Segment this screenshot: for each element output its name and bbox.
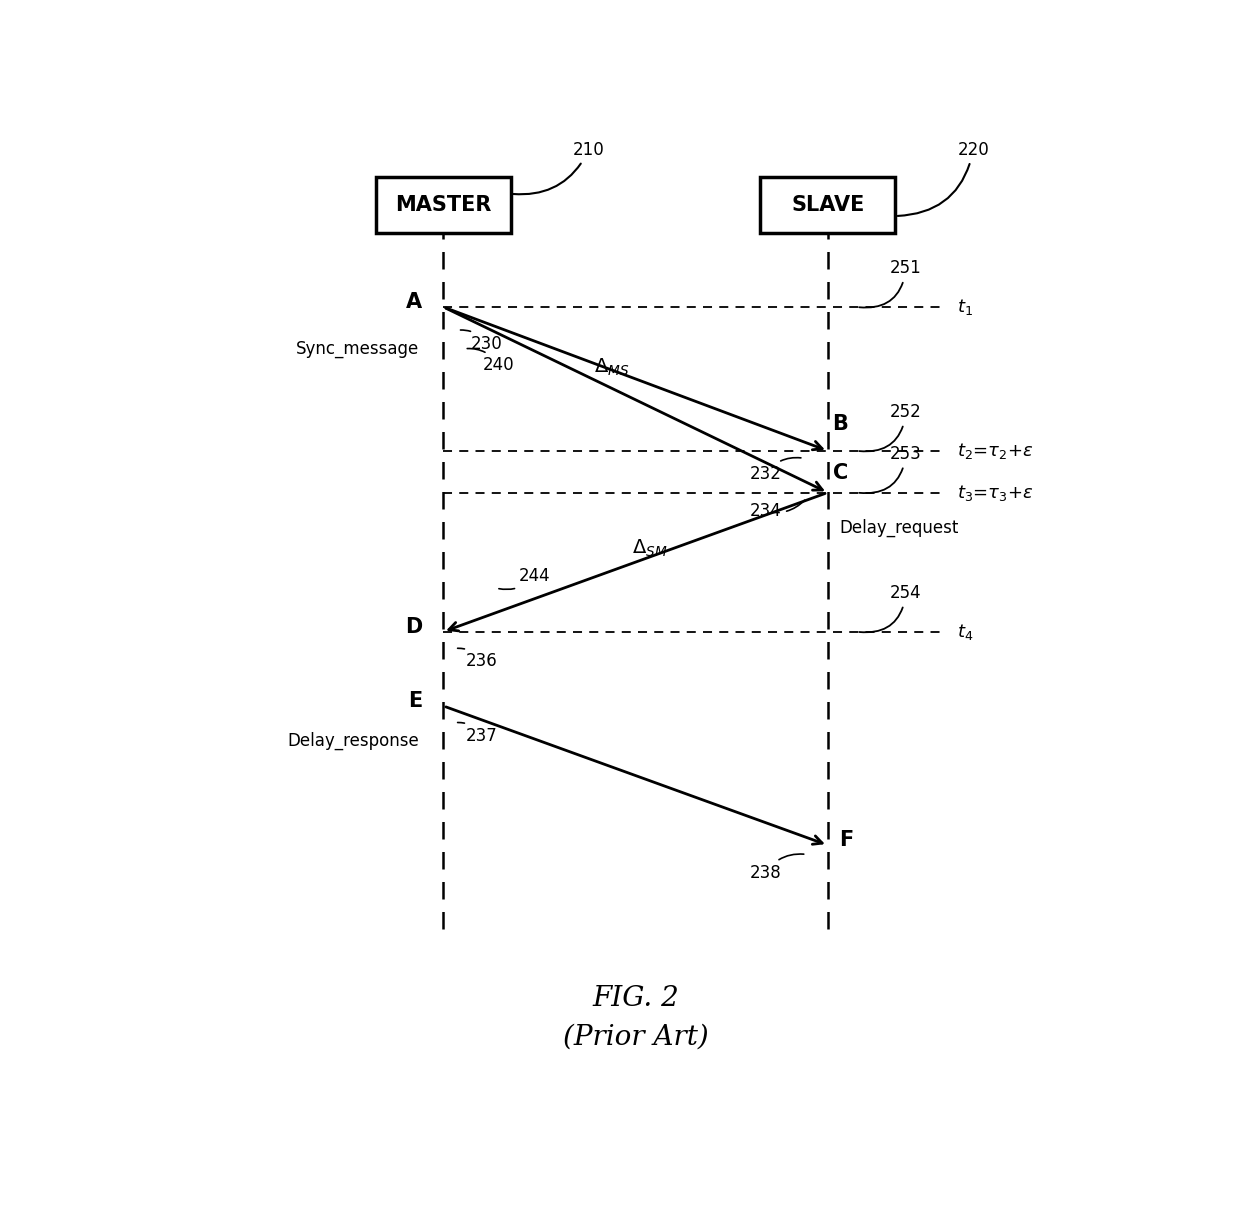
Text: 210: 210 [513, 141, 605, 194]
Text: 251: 251 [859, 259, 921, 307]
Text: SLAVE: SLAVE [791, 195, 864, 214]
Text: $\Delta_{SM}$: $\Delta_{SM}$ [632, 537, 667, 559]
Text: 252: 252 [859, 404, 921, 452]
Text: Delay_response: Delay_response [288, 733, 419, 751]
Text: 253: 253 [859, 445, 921, 493]
Text: Delay_request: Delay_request [839, 518, 959, 537]
Text: F: F [839, 830, 853, 851]
Text: 236: 236 [458, 648, 497, 670]
Text: 220: 220 [898, 141, 990, 216]
Text: 240: 240 [467, 348, 515, 375]
Text: 238: 238 [749, 854, 804, 882]
Text: $t_4$: $t_4$ [957, 622, 973, 642]
Text: MASTER: MASTER [396, 195, 491, 214]
Text: D: D [405, 617, 422, 637]
Text: $t_2$=$\tau_2$+$\varepsilon$: $t_2$=$\tau_2$+$\varepsilon$ [957, 441, 1034, 460]
Bar [376, 177, 511, 233]
Text: 230: 230 [460, 330, 502, 353]
Text: Sync_message: Sync_message [296, 340, 419, 358]
Text: 234: 234 [749, 500, 805, 521]
Text: C: C [832, 463, 848, 483]
Text: FIG. 2: FIG. 2 [593, 984, 678, 1012]
Text: B: B [832, 415, 848, 434]
Text: $\Delta_{MS}$: $\Delta_{MS}$ [594, 357, 629, 378]
Text: $t_1$: $t_1$ [957, 296, 973, 317]
Text: $t_3$=$\tau_3$+$\varepsilon$: $t_3$=$\tau_3$+$\varepsilon$ [957, 482, 1034, 502]
Text: (Prior Art): (Prior Art) [563, 1024, 708, 1051]
Text: 237: 237 [458, 723, 497, 745]
Text: 232: 232 [749, 458, 801, 483]
Text: A: A [405, 293, 422, 312]
Text: 254: 254 [859, 584, 921, 633]
Text: 244: 244 [498, 568, 551, 589]
Text: E: E [408, 692, 422, 711]
Bar [760, 177, 895, 233]
